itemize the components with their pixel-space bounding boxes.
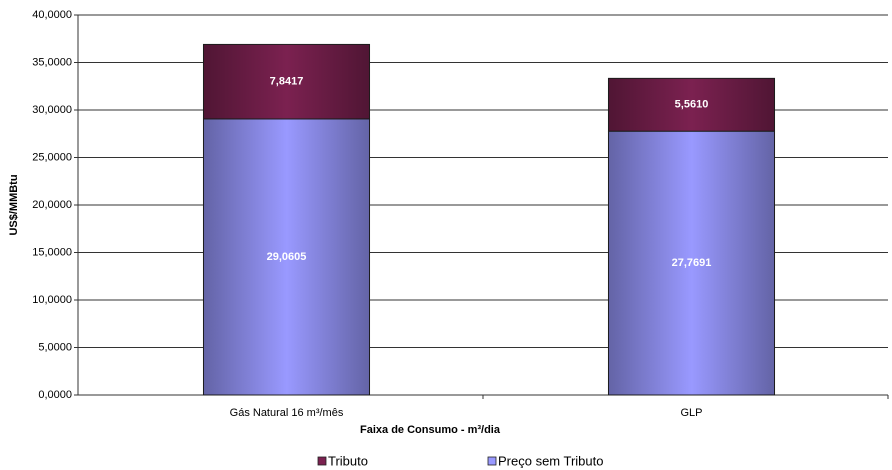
legend-swatch — [317, 456, 327, 466]
bar-shade — [203, 118, 370, 396]
x-tick-label: Gás Natural 16 m³/mês — [230, 407, 344, 419]
value-label: 29,0605 — [267, 251, 307, 263]
y-tick-label: 35,0000 — [32, 56, 72, 68]
y-tick-label: 0,0000 — [38, 389, 72, 401]
y-tick-label: 40,0000 — [32, 9, 72, 21]
bar-shade — [608, 131, 775, 395]
y-tick-label: 25,0000 — [32, 151, 72, 163]
legend-label: Preço sem Tributo — [498, 453, 604, 468]
y-tick-label: 10,0000 — [32, 294, 72, 306]
bar-shade — [608, 78, 775, 132]
legend-label: Tributo — [328, 453, 368, 468]
y-axis-title: US$/MMBtu — [8, 174, 20, 235]
value-label: 7,8417 — [270, 76, 304, 88]
legend-swatch — [487, 456, 497, 466]
y-tick-label: 5,0000 — [38, 341, 72, 353]
x-axis-title: Faixa de Consumo - m³/dia — [360, 424, 501, 436]
value-label: 27,7691 — [672, 257, 712, 269]
x-tick-label: GLP — [680, 407, 702, 419]
y-tick-label: 20,0000 — [32, 199, 72, 211]
y-tick-label: 30,0000 — [32, 104, 72, 116]
bar-shade — [203, 44, 370, 119]
y-tick-label: 15,0000 — [32, 246, 72, 258]
value-label: 5,5610 — [675, 99, 709, 111]
